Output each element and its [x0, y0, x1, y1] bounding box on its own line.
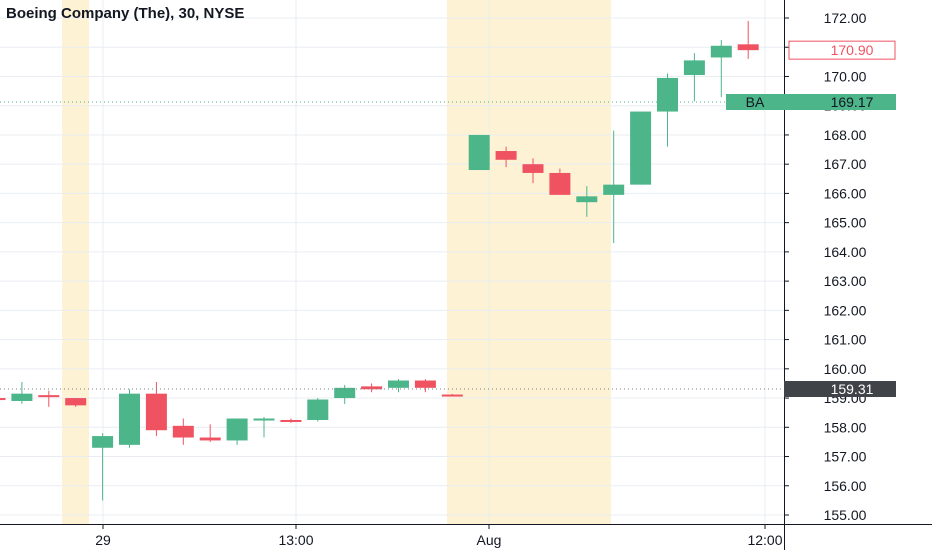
session-shade	[62, 0, 89, 524]
candle[interactable]	[388, 379, 409, 393]
candle-body	[683, 60, 705, 76]
candle[interactable]	[226, 418, 248, 445]
candle[interactable]	[65, 398, 87, 407]
candle[interactable]	[11, 381, 33, 404]
price-tick-label: 172.00	[824, 10, 867, 26]
time-axis-bg	[0, 524, 784, 550]
price-tick-label: 163.00	[824, 273, 867, 289]
last-price-tag	[788, 40, 896, 60]
price-tick-label: 157.00	[824, 449, 867, 465]
price-axis-bg	[784, 0, 932, 550]
candle[interactable]	[630, 111, 652, 185]
candle[interactable]	[495, 146, 517, 168]
price-axis: 172.00171.00170.00169.00168.00167.00166.…	[784, 0, 932, 550]
candle[interactable]	[468, 134, 490, 171]
candle-body	[414, 380, 436, 388]
time-axis: 29 13:00 Aug 12:00	[0, 524, 932, 550]
current-price-tag	[784, 94, 896, 110]
candle-body	[172, 425, 194, 438]
time-tick-label: 29	[95, 532, 111, 548]
candle[interactable]	[737, 20, 759, 59]
candle[interactable]	[0, 395, 6, 401]
candle[interactable]	[334, 384, 356, 404]
candle[interactable]	[657, 73, 678, 147]
session-shade	[447, 0, 611, 524]
candle-body	[495, 151, 517, 160]
candle-body	[630, 111, 652, 185]
price-tick-label: 165.00	[824, 215, 867, 231]
candle-body	[657, 77, 678, 112]
candle-body	[334, 387, 356, 399]
candle[interactable]	[38, 390, 60, 407]
current-price-tag-text: 169.17	[831, 94, 874, 110]
candle-body	[226, 418, 248, 441]
candle[interactable]	[522, 158, 544, 184]
chart-title: Boeing Company (The), 30, NYSE	[6, 5, 244, 22]
prev-close-tag-text: 159.31	[831, 381, 874, 397]
candle[interactable]	[710, 39, 732, 97]
candle[interactable]	[307, 398, 329, 422]
candle-body	[576, 196, 598, 203]
candle[interactable]	[576, 186, 598, 217]
candle[interactable]	[549, 168, 571, 195]
price-lines	[0, 101, 784, 390]
candle-body	[65, 398, 87, 406]
time-tick-label: 12:00	[747, 532, 782, 548]
candle-body	[38, 395, 60, 398]
candle[interactable]	[145, 381, 167, 437]
price-tick-label: 162.00	[824, 302, 867, 318]
candle[interactable]	[119, 389, 140, 448]
candle-body	[280, 419, 302, 422]
candle[interactable]	[603, 130, 625, 244]
candle-body	[737, 44, 759, 51]
candle-body	[145, 393, 167, 431]
candle-body	[0, 398, 6, 401]
candle-body	[388, 380, 409, 388]
price-tick-label: 167.00	[824, 156, 867, 172]
grid-lines	[0, 0, 784, 524]
candle[interactable]	[683, 53, 705, 102]
price-tick-label: 161.00	[824, 332, 867, 348]
session-shading	[62, 0, 611, 524]
symbol-label-text: BA	[746, 94, 765, 110]
candle-body	[199, 437, 221, 441]
price-tick-label: 160.00	[824, 361, 867, 377]
candle-body	[710, 45, 732, 58]
candle[interactable]	[414, 379, 436, 393]
price-tick-label: 158.00	[824, 419, 867, 435]
prev-close-tag	[784, 380, 896, 397]
price-tick-label: 156.00	[824, 478, 867, 494]
candle[interactable]	[253, 417, 275, 438]
candle-body	[307, 399, 329, 420]
candle-body	[361, 386, 383, 390]
price-tick-label: 170.00	[824, 68, 867, 84]
price-tick-label: 168.00	[824, 127, 867, 143]
candle[interactable]	[441, 393, 463, 397]
candle[interactable]	[92, 433, 114, 501]
candle[interactable]	[172, 418, 194, 445]
candles	[0, 20, 759, 501]
candle-body	[11, 393, 33, 401]
price-tags: 170.90 BA 169.17 159.31	[726, 40, 896, 397]
candle-body	[549, 172, 571, 195]
price-tick-label: 155.00	[824, 507, 867, 523]
price-tick-label: 166.00	[824, 185, 867, 201]
candle-body	[522, 164, 544, 173]
candle-body	[253, 418, 275, 421]
candle[interactable]	[280, 418, 302, 423]
candle-body	[603, 184, 625, 195]
candle-body	[92, 436, 114, 448]
candle-body	[468, 134, 490, 171]
time-tick-label: Aug	[477, 532, 502, 548]
candle-body	[441, 394, 463, 397]
candle[interactable]	[199, 424, 221, 442]
time-tick-label: 13:00	[278, 532, 313, 548]
price-tick-label: 164.00	[824, 244, 867, 260]
candle-body	[119, 393, 140, 445]
candle[interactable]	[361, 383, 383, 393]
symbol-label	[726, 94, 784, 110]
last-price-tag-text: 170.90	[831, 42, 874, 58]
